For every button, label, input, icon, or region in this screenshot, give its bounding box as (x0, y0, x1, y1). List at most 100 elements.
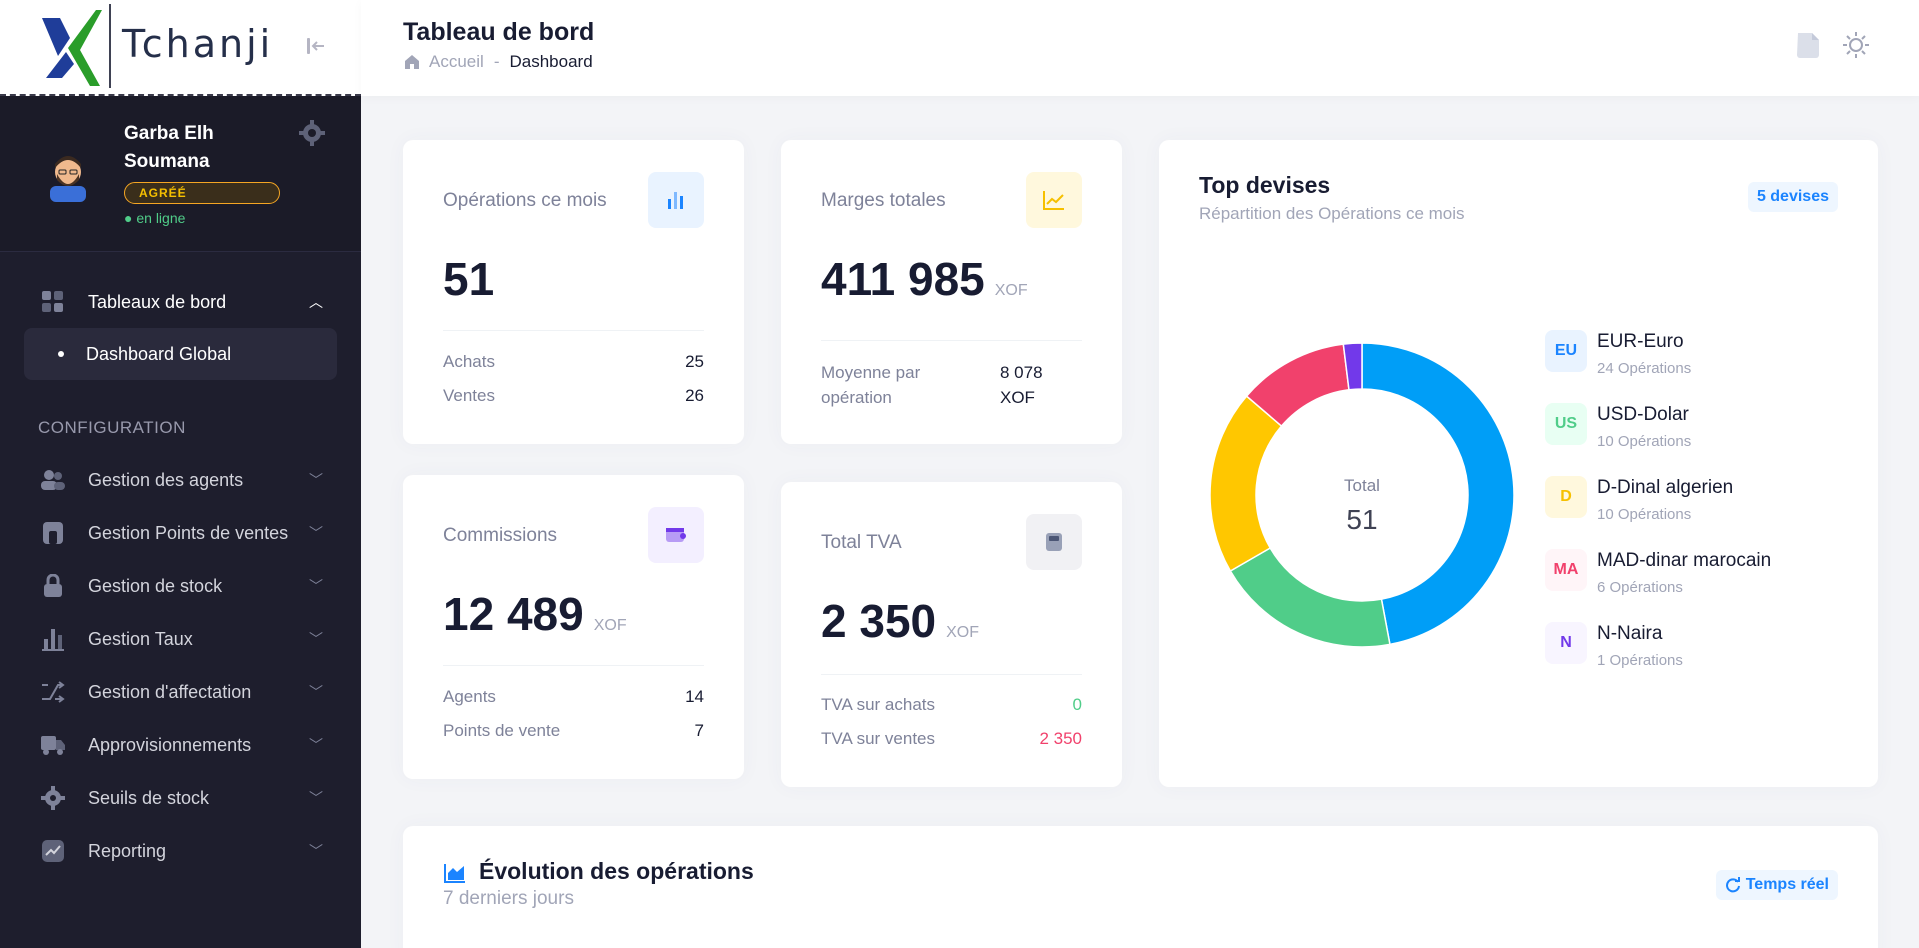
user-status: ● en ligne (124, 210, 186, 226)
page-title: Tableau de bord (403, 18, 595, 46)
sidebar-item-label: Gestion de stock (88, 575, 223, 596)
legend-sub: 6 Opérations (1597, 579, 1683, 596)
donut-center-label: Total (1344, 476, 1380, 495)
card-title: Évolution des opérations (479, 858, 754, 884)
brand: Tchanji (0, 0, 361, 96)
card-title: Top devises (1199, 172, 1331, 198)
bar-chart-icon (648, 172, 704, 228)
donut-slice-d-dinal-algerien[interactable] (1209, 395, 1283, 573)
stat-label-line: opération (821, 388, 892, 407)
user-role-badge: AGRÉÉ (124, 182, 280, 204)
brand-divider (109, 4, 111, 88)
breadcrumb: Accueil - Dashboard (403, 52, 593, 72)
sidebar-item-agents[interactable]: Gestion des agents ﹀ (24, 454, 337, 506)
legend-name: EUR-Euro (1597, 331, 1684, 352)
stat-label-line: Moyenne par (821, 363, 921, 382)
stat-value: 8 078 XOF (1000, 360, 1043, 410)
sidebar-item-label: Dashboard Global (86, 343, 232, 364)
realtime-label: Temps réel (1745, 876, 1829, 893)
lock-icon (38, 573, 68, 599)
chevron-up-icon: ︿ (309, 294, 323, 310)
legend-badge: MA (1545, 549, 1587, 591)
stat-label: Ventes (443, 386, 495, 405)
store-icon (38, 520, 68, 546)
breadcrumb-home-link[interactable]: Accueil (429, 52, 484, 71)
marges-total: 411 985 (821, 253, 985, 305)
sidebar-item-affectation[interactable]: Gestion d'affectation ﹀ (24, 666, 337, 718)
document-icon[interactable] (1793, 30, 1823, 60)
stat-label: Agents (443, 687, 496, 706)
stat-row: TVA sur ventes 2 350 (821, 729, 1082, 749)
card-value: 51 (443, 252, 494, 306)
users-icon (38, 467, 68, 493)
refresh-icon (1725, 877, 1740, 893)
stat-value: 0 (1072, 695, 1082, 714)
collapse-sidebar-button[interactable] (302, 32, 330, 60)
stat-row: Agents 14 (443, 687, 704, 707)
sidebar-item-label: Approvisionnements (88, 734, 252, 755)
stat-value-line: 8 078 (1000, 363, 1043, 382)
stat-label: Achats (443, 352, 495, 371)
legend-badge: US (1545, 403, 1587, 445)
home-icon (405, 55, 419, 69)
legend-badge: EU (1545, 330, 1587, 372)
legend-sub: 10 Opérations (1597, 506, 1692, 523)
stat-label: Moyenne par opération (821, 360, 920, 410)
chevron-down-icon: ﹀ (309, 578, 323, 594)
sidebar-item-taux[interactable]: Gestion Taux ﹀ (24, 613, 337, 665)
trend-icon (38, 838, 68, 864)
stat-value: 7 (694, 721, 704, 740)
user-status-text: en ligne (136, 210, 186, 226)
dashboard-icon (38, 289, 68, 315)
stat-row: Points de vente 7 (443, 721, 704, 741)
avatar[interactable] (40, 146, 96, 202)
currency-unit: XOF (593, 617, 627, 634)
card-value: 411 985 XOF (821, 252, 1028, 306)
logo-icon (42, 10, 102, 86)
card-title: Opérations ce mois (443, 190, 607, 211)
sidebar-item-reporting[interactable]: Reporting ﹀ (24, 825, 337, 877)
chart-bars-icon (38, 626, 68, 652)
legend-badge: N (1545, 622, 1587, 664)
stat-label: TVA sur achats (821, 695, 936, 714)
stat-value: 14 (685, 687, 704, 706)
divider (443, 665, 704, 666)
stat-value: 26 (685, 386, 704, 405)
donut-slice-n-naira[interactable] (1342, 342, 1363, 391)
chevron-down-icon: ﹀ (309, 631, 323, 647)
donut-slice-eur-euro[interactable] (1361, 342, 1515, 646)
arrow-left-icon (307, 38, 324, 54)
legend-sub: 24 Opérations (1597, 360, 1692, 377)
donut-slice-usd-dolar[interactable] (1229, 546, 1391, 648)
sidebar-item-seuils-de-stock[interactable]: Seuils de stock ﹀ (24, 772, 337, 824)
divider (443, 330, 704, 331)
legend-sub: 10 Opérations (1597, 433, 1692, 450)
legend-item: EU EUR-Euro 24 Opérations (1545, 330, 1691, 380)
theme-toggle-sun-icon[interactable] (1841, 30, 1871, 60)
sidebar-item-stock[interactable]: Gestion de stock ﹀ (24, 560, 337, 612)
currency-unit: XOF (994, 282, 1028, 299)
card-commissions: Commissions 12 489 XOF Agents 14 Points de… (403, 475, 744, 779)
sidebar-item-tableaux-de-bord[interactable]: Tableaux de bord ︿ (24, 276, 337, 328)
sidebar-item-points-de-ventes[interactable]: Gestion Points de ventes ﹀ (24, 507, 337, 559)
tva-total: 2 350 (821, 595, 937, 647)
stat-row: Achats 25 (443, 352, 704, 372)
legend-badge: D (1545, 476, 1587, 518)
chevron-down-icon: ﹀ (309, 472, 323, 488)
chevron-down-icon: ﹀ (309, 790, 323, 806)
operations-count: 51 (443, 253, 495, 305)
sidebar-item-approvisionnements[interactable]: Approvisionnements ﹀ (24, 719, 337, 771)
sidebar-item-dashboard-global[interactable]: Dashboard Global (24, 328, 337, 380)
card-operations: Opérations ce mois 51 Achats 25 Ventes 26 (403, 140, 744, 444)
card-tva: Total TVA 2 350 XOF TVA sur achats 0 TVA s… (781, 482, 1122, 787)
realtime-button[interactable]: Temps réel (1715, 870, 1838, 900)
gear-icon[interactable] (298, 120, 326, 148)
currency-unit: XOF (946, 624, 980, 641)
user-name: Garba Elh Soumana (124, 123, 214, 172)
shuffle-icon (38, 679, 68, 705)
card-top-devises: Top devises Répartition des Opérations c… (1159, 140, 1878, 787)
top-header: Tableau de bord Accueil - Dashboard (361, 0, 1919, 96)
stat-value-line: XOF (1000, 388, 1035, 407)
card-title: Marges totales (821, 190, 946, 211)
divider (821, 674, 1082, 675)
